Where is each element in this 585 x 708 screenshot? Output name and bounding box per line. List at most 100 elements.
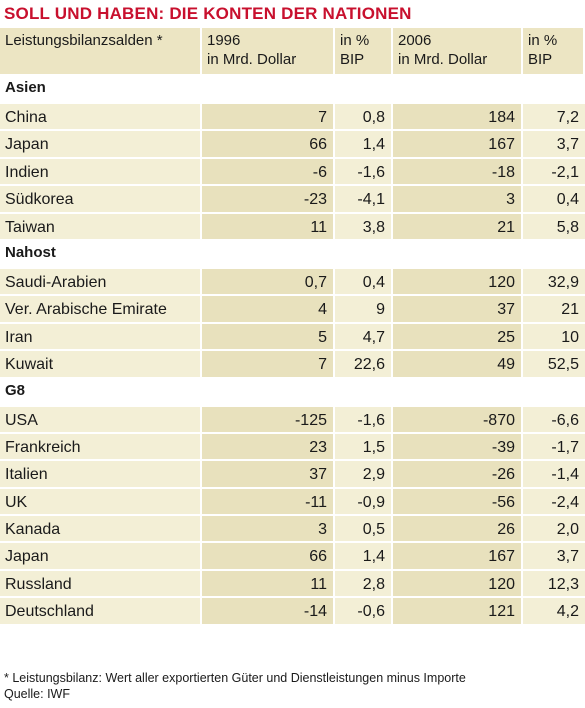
source-note: Quelle: IWF [4,687,70,701]
table-cell: 25 [393,321,523,350]
table-cell: 167 [393,129,523,157]
column-header-line: Leistungsbilanzsalden * [5,32,163,49]
table-cell: 121 [393,596,523,624]
row-label: Japan [0,541,202,569]
table-cell: 7 [202,349,335,377]
table-cell: 11 [202,211,335,239]
data-table: Leistungsbilanzsalden * 1996 in Mrd. Dol… [0,28,585,624]
table-cell: 66 [202,541,335,569]
column-header-line: BIP [340,51,365,68]
table-cell: -18 [393,156,523,185]
table-cell: 2,0 [523,514,585,542]
table-cell: 3,7 [523,541,585,569]
row-label: Frankreich [0,431,202,460]
table-cell: -56 [393,486,523,515]
table-cell: 32,9 [523,266,585,295]
column-header-2006-value: 2006 in Mrd. Dollar [393,28,523,74]
table-cell: 1,4 [335,541,393,569]
column-header-line: BIP [528,51,553,68]
row-label: Taiwan [0,211,202,239]
table-cell: -26 [393,459,523,487]
column-header-line: in Mrd. Dollar [207,51,297,68]
table-cell: -23 [202,184,335,212]
column-header-line: in Mrd. Dollar [398,51,488,68]
row-label: Italien [0,459,202,487]
table-cell: -2,1 [523,156,585,185]
table-cell: 22,6 [335,349,393,377]
column-header-2006-pct: in % BIP [523,28,585,74]
table-cell: 0,5 [335,514,393,542]
row-label: Kuwait [0,349,202,377]
row-label: UK [0,486,202,515]
table-cell: -4,1 [335,184,393,212]
table-cell: -0,9 [335,486,393,515]
column-header-line: in % [340,32,370,49]
table-cell: -1,4 [523,459,585,487]
table-cell: -1,6 [335,404,393,432]
table-title: SOLL UND HABEN: DIE KONTEN DER NATIONEN [4,4,412,23]
row-label: Deutschland [0,596,202,624]
table-cell: 167 [393,541,523,569]
table-cell: 5,8 [523,211,585,239]
row-label: Südkorea [0,184,202,212]
table-cell: 4,7 [335,321,393,350]
table-cell: 0,7 [202,266,335,295]
table-cell: 7,2 [523,102,585,130]
table-cell: 23 [202,431,335,460]
table-cell: 120 [393,568,523,597]
table-cell: 26 [393,514,523,542]
table-cell: 11 [202,568,335,597]
group-heading: Asien [0,74,585,102]
table-cell: -1,7 [523,431,585,460]
column-header-line: in % [528,32,558,49]
table-cell: 0,4 [335,266,393,295]
table-cell: 0,8 [335,102,393,130]
table-cell: 3 [393,184,523,212]
table-cell: 21 [393,211,523,239]
table-cell: 120 [393,266,523,295]
row-label: China [0,102,202,130]
table-cell: 3,8 [335,211,393,239]
table-cell: -39 [393,431,523,460]
group-heading: G8 [0,376,585,405]
footnote: * Leistungsbilanz: Wert aller exportiert… [4,671,466,685]
table-cell: -14 [202,596,335,624]
column-header-label: Leistungsbilanzsalden * [0,28,202,74]
table-cell: -2,4 [523,486,585,515]
table-cell: -870 [393,404,523,432]
table-cell: 66 [202,129,335,157]
table-cell: 12,3 [523,568,585,597]
table-cell: -125 [202,404,335,432]
table-cell: 37 [393,294,523,322]
footnote-block: * Leistungsbilanz: Wert aller exportiert… [4,670,466,702]
table-cell: 37 [202,459,335,487]
table-cell: 21 [523,294,585,322]
table-cell: 9 [335,294,393,322]
table-cell: 49 [393,349,523,377]
table-cell: 2,8 [335,568,393,597]
column-header-line: 2006 [398,32,432,49]
table-cell: -0,6 [335,596,393,624]
table-cell: 5 [202,321,335,350]
table-cell: 2,9 [335,459,393,487]
table-cell: 0,4 [523,184,585,212]
table-cell: 4 [202,294,335,322]
table-cell: -1,6 [335,156,393,185]
row-label: Japan [0,129,202,157]
column-header-1996-value: 1996 in Mrd. Dollar [202,28,335,74]
row-label: Saudi-Arabien [0,266,202,295]
row-label: Russland [0,568,202,597]
row-label: Iran [0,321,202,350]
column-header-1996-pct: in % BIP [335,28,393,74]
row-label: Ver. Arabische Emirate [0,294,202,322]
table-cell: -11 [202,486,335,515]
table-cell: 184 [393,102,523,130]
group-heading: Nahost [0,238,585,267]
row-label: USA [0,404,202,432]
table-cell: 7 [202,102,335,130]
row-label: Kanada [0,514,202,542]
table-cell: 3 [202,514,335,542]
table-cell: -6 [202,156,335,185]
table-cell: 1,5 [335,431,393,460]
